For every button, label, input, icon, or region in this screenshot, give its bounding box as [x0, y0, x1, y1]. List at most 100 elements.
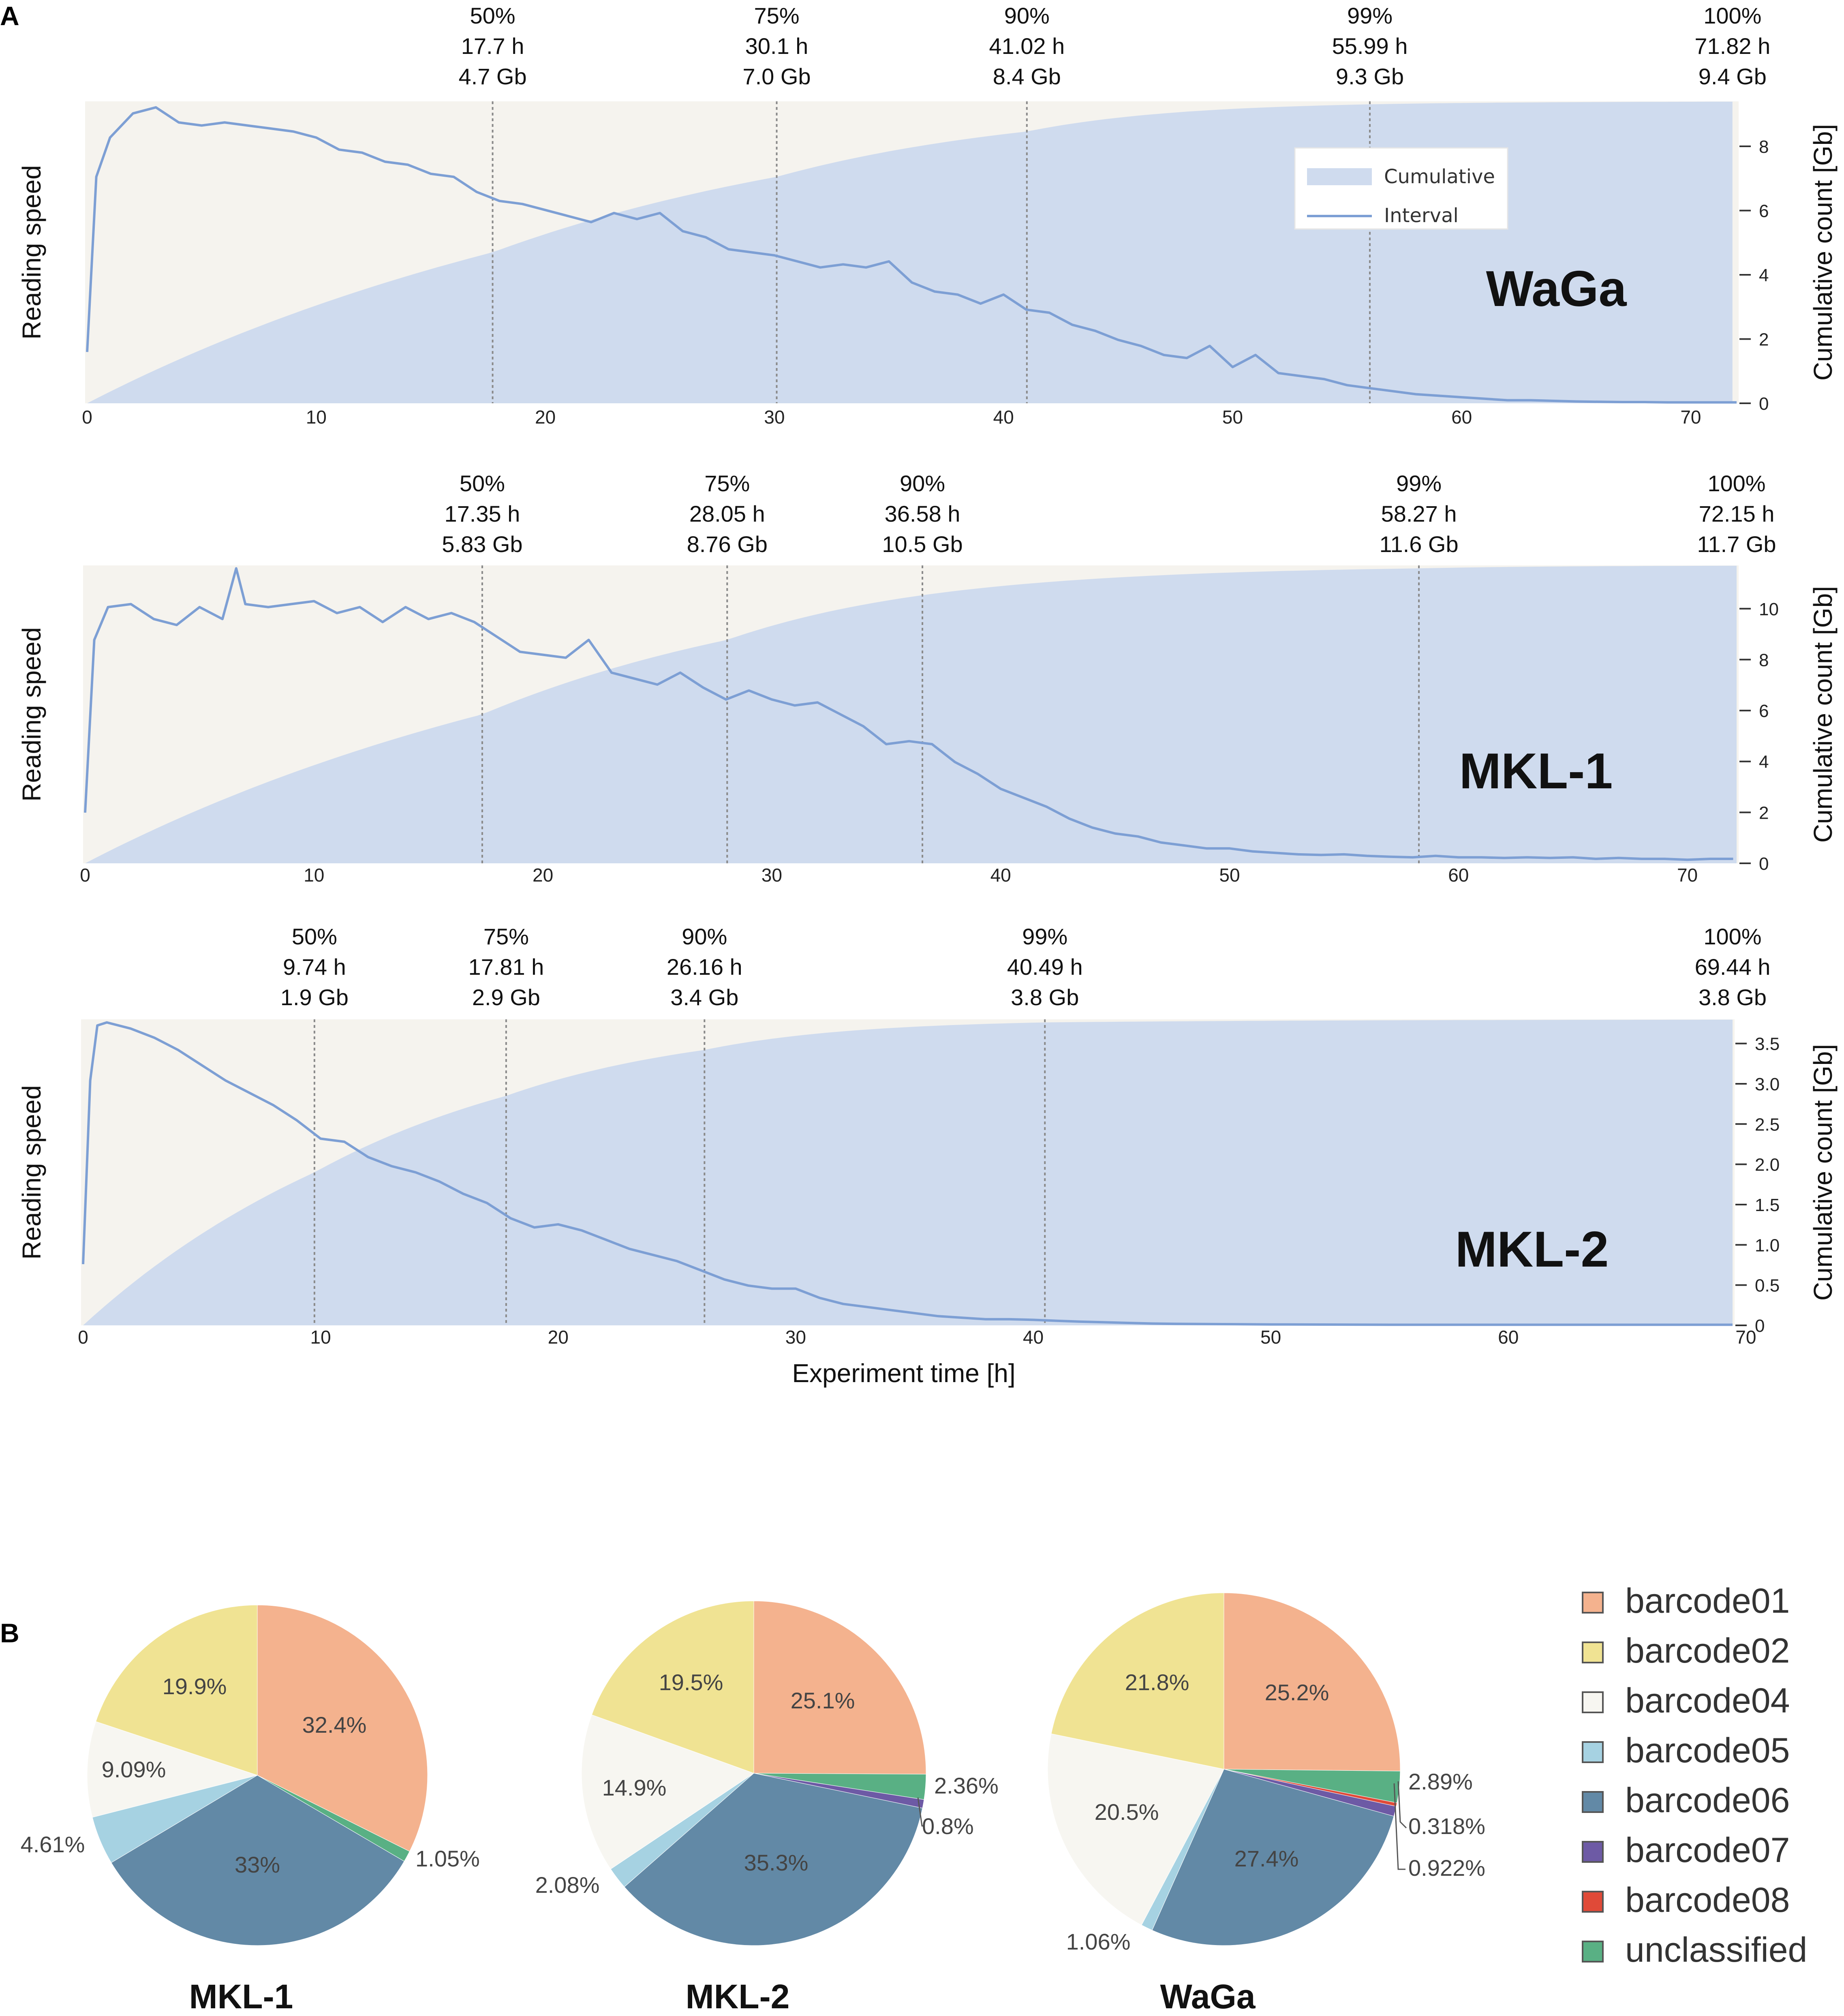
x-tick-label: 40: [993, 407, 1014, 428]
marker-time: 9.74 h: [283, 954, 346, 980]
pie-label-barcode01: 25.2%: [1265, 1680, 1329, 1705]
x-axis-label: Experiment time [h]: [792, 1359, 1015, 1388]
legend-label-interval: Interval: [1384, 204, 1459, 227]
x-tick-label: 30: [785, 1327, 806, 1348]
chart-waga: 0 2 4 6 8 0 10 20 30 40 50 60 70 50% 17.7 h 4.7 Gb 75% 30…: [17, 3, 1838, 428]
panel-a-label: A: [0, 1, 19, 31]
pie-label-barcode04: 14.9%: [602, 1775, 667, 1800]
pie-slice-barcode06: [111, 1775, 405, 1946]
x-tick-label: 10: [304, 865, 324, 886]
pie-title: WaGa: [1160, 1977, 1256, 2016]
x-tick-label: 50: [1260, 1327, 1281, 1348]
marker-percent: 100%: [1707, 471, 1765, 496]
pie-label-barcode06: 33%: [235, 1852, 280, 1877]
marker-gb: 1.9 Gb: [280, 984, 349, 1010]
pie-leader-barcode07: [1393, 1783, 1405, 1870]
right-tick-label: 10: [1759, 599, 1779, 619]
marker-gb: 8.4 Gb: [993, 64, 1061, 89]
pie-label-barcode06: 27.4%: [1234, 1846, 1299, 1871]
x-tick-label: 20: [548, 1327, 569, 1348]
pie-label-unclassified: 2.89%: [1408, 1769, 1473, 1794]
right-tick-label: 8: [1759, 137, 1769, 157]
sample-name: WaGa: [1486, 261, 1627, 317]
x-tick-label: 50: [1219, 865, 1240, 886]
pie-label-barcode02: 21.8%: [1125, 1669, 1189, 1695]
y-axis-label-left: Reading speed: [17, 627, 46, 802]
right-tick-label: 0: [1755, 1316, 1765, 1336]
pie-slice-barcode02: [95, 1605, 258, 1776]
legend-swatch-barcode04: [1582, 1691, 1604, 1713]
pie-label-barcode01: 25.1%: [791, 1688, 855, 1713]
marker-percent: 75%: [754, 3, 799, 28]
right-tick-label: 1.5: [1755, 1195, 1780, 1215]
pie-slice-barcode01: [257, 1605, 428, 1852]
x-tick-label: 50: [1222, 407, 1243, 428]
marker-gb: 9.4 Gb: [1699, 64, 1767, 89]
pie-label-barcode02: 19.5%: [659, 1669, 723, 1695]
legend-label-barcode07: barcode07: [1625, 1831, 1790, 1870]
pie-label-barcode02: 19.9%: [163, 1674, 227, 1699]
legend-swatch-cumulative: [1307, 168, 1372, 185]
pie-label-barcode08: 0.318%: [1408, 1813, 1485, 1839]
right-tick-label: 0: [1759, 854, 1769, 874]
marker-time: 36.58 h: [885, 501, 961, 526]
marker-percent: 90%: [900, 471, 945, 496]
marker-time: 72.15 h: [1699, 501, 1775, 526]
marker-time: 17.7 h: [461, 33, 524, 59]
marker-time: 69.44 h: [1695, 954, 1771, 980]
marker-gb: 3.8 Gb: [1011, 984, 1079, 1010]
legend-label-cumulative: Cumulative: [1384, 165, 1495, 188]
pie-label-barcode06: 35.3%: [744, 1850, 809, 1875]
marker-percent: 99%: [1347, 3, 1393, 28]
x-tick-label: 60: [1498, 1327, 1519, 1348]
right-tick-label: 3.0: [1755, 1074, 1780, 1094]
y-axis-label-right: Cumulative count [Gb]: [1808, 124, 1838, 381]
right-tick-label: 3.5: [1755, 1034, 1780, 1054]
pie-legend: barcode01 barcode02 barcode04 barcode05 barc…: [1582, 1582, 1807, 1969]
marker-time: 71.82 h: [1694, 33, 1770, 59]
marker-percent: 99%: [1022, 924, 1067, 949]
chart-mkl2: 0 0.5 1.0 1.5 2.0 2.5 3.0 3.5 0 10 20 30 40 50 60 70 50%…: [17, 924, 1838, 1388]
y-axis-label-left: Reading speed: [17, 165, 46, 340]
marker-gb: 3.8 Gb: [1699, 984, 1767, 1010]
sample-name: MKL-2: [1455, 1222, 1609, 1278]
pie-label-barcode07: 0.922%: [1408, 1855, 1485, 1881]
right-tick-label: 2.0: [1755, 1155, 1780, 1175]
x-tick-label: 60: [1448, 865, 1469, 886]
pie-label-barcode01: 32.4%: [302, 1712, 367, 1738]
legend-label-barcode01: barcode01: [1625, 1582, 1790, 1620]
legend-label-barcode06: barcode06: [1625, 1781, 1790, 1820]
x-tick-label: 10: [310, 1327, 331, 1348]
x-tick-label: 60: [1451, 407, 1472, 428]
legend-swatch-barcode02: [1582, 1641, 1604, 1663]
marker-time: 55.99 h: [1332, 33, 1408, 59]
marker-time: 40.49 h: [1007, 954, 1083, 980]
pie-title: MKL-1: [189, 1977, 293, 2016]
marker-percent: 75%: [483, 924, 529, 949]
x-tick-label: 30: [762, 865, 782, 886]
marker-percent: 90%: [682, 924, 727, 949]
x-tick-label: 40: [990, 865, 1011, 886]
marker-time: 28.05 h: [689, 501, 765, 526]
pie-label-barcode05: 1.06%: [1066, 1929, 1131, 1954]
legend-label-unclassified: unclassified: [1625, 1930, 1807, 1969]
x-tick-label: 20: [535, 407, 556, 428]
right-tick-label: 0: [1759, 394, 1769, 414]
marker-percent: 50%: [292, 924, 337, 949]
pie-slice-barcode01: [753, 1601, 926, 1774]
marker-time: 17.81 h: [468, 954, 544, 980]
pie-label-barcode07: 0.8%: [922, 1813, 974, 1839]
legend-label-barcode05: barcode05: [1625, 1731, 1790, 1770]
x-tick-label: 0: [80, 865, 90, 886]
x-tick-label: 30: [764, 407, 785, 428]
right-tick-label: 0.5: [1755, 1276, 1780, 1296]
marker-percent: 100%: [1703, 924, 1761, 949]
panel-b-label: B: [0, 1618, 19, 1648]
x-tick-label: 70: [1677, 865, 1698, 886]
pie-slice-barcode04: [1047, 1734, 1224, 1926]
pie-slice-barcode02: [591, 1601, 754, 1774]
pie-leader-barcode08: [1397, 1781, 1407, 1829]
legend-swatch-barcode05: [1582, 1741, 1604, 1763]
right-tick-label: 4: [1759, 752, 1769, 772]
